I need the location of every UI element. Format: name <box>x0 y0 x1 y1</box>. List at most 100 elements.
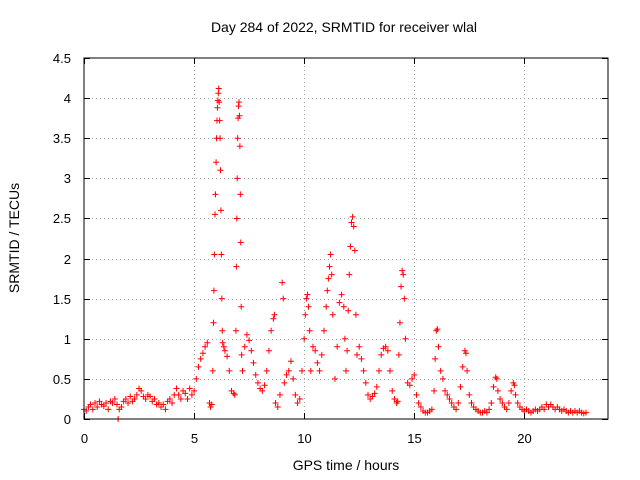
data-point <box>336 299 343 306</box>
data-point <box>94 403 101 410</box>
data-point <box>254 379 261 386</box>
data-point <box>118 403 125 410</box>
data-point <box>316 367 323 374</box>
data-point <box>221 347 228 354</box>
data-point <box>354 351 361 358</box>
data-point <box>490 383 497 390</box>
data-point <box>431 387 438 394</box>
data-point <box>236 112 243 119</box>
data-point <box>220 343 227 350</box>
data-point <box>209 367 216 374</box>
data-point <box>325 275 332 282</box>
data-point <box>292 391 299 398</box>
x-tick-label: 10 <box>297 431 311 446</box>
data-point <box>329 311 336 318</box>
data-point <box>312 347 319 354</box>
data-point <box>324 287 331 294</box>
data-point <box>89 406 96 413</box>
data-point <box>486 406 493 413</box>
data-point <box>437 367 444 374</box>
data-point <box>320 327 327 334</box>
data-point <box>234 135 241 142</box>
data-point <box>252 371 259 378</box>
data-point <box>109 399 116 406</box>
data-point <box>462 350 469 357</box>
data-point <box>384 347 391 354</box>
data-point <box>246 337 253 344</box>
data-point <box>250 359 257 366</box>
data-point <box>439 375 446 382</box>
data-point <box>281 379 288 386</box>
data-point <box>287 358 294 365</box>
data-point <box>345 307 352 314</box>
y-tick-label: 2.5 <box>53 211 71 226</box>
data-point <box>138 387 145 394</box>
data-point <box>347 243 354 250</box>
data-point <box>210 319 217 326</box>
data-point <box>305 303 312 310</box>
data-point <box>210 287 217 294</box>
data-point <box>233 263 240 270</box>
data-point <box>387 367 394 374</box>
data-point <box>307 367 314 374</box>
data-point <box>241 343 248 350</box>
data-point <box>237 239 244 246</box>
data-point <box>356 343 363 350</box>
data-point <box>218 251 225 258</box>
data-point <box>493 375 500 382</box>
data-point <box>216 99 223 106</box>
data-point <box>274 403 281 410</box>
data-point <box>248 347 255 354</box>
data-point <box>219 339 226 346</box>
data-point <box>182 390 189 397</box>
data-point <box>215 85 222 92</box>
data-point <box>389 387 396 394</box>
data-point <box>197 355 204 362</box>
data-point <box>453 406 460 413</box>
data-point <box>235 99 242 106</box>
data-point <box>193 375 200 382</box>
data-point <box>155 399 162 406</box>
data-point <box>334 343 341 350</box>
data-point <box>400 271 407 278</box>
data-point <box>272 399 279 406</box>
y-axis-label: SRMTID / TECUs <box>6 183 22 293</box>
data-point <box>415 399 422 406</box>
data-point <box>303 295 310 302</box>
data-point <box>497 395 504 402</box>
y-axis-tick-labels: 0 0.5 1 1.5 2 2.5 3 3.5 4 4.5 <box>53 51 71 427</box>
data-point <box>298 367 305 374</box>
data-point <box>327 251 334 258</box>
data-point <box>306 327 313 334</box>
data-point <box>188 391 195 398</box>
data-point <box>391 395 398 402</box>
x-axis-label: GPS time / hours <box>293 457 400 473</box>
data-point <box>147 393 154 400</box>
data-point <box>417 403 424 410</box>
data-points <box>81 85 589 422</box>
grid-layer <box>84 58 608 419</box>
data-point <box>103 399 110 406</box>
data-point <box>326 263 333 270</box>
data-point <box>212 211 218 218</box>
data-point <box>169 399 176 406</box>
data-point <box>226 367 233 374</box>
data-point <box>512 391 519 398</box>
data-point <box>263 367 270 374</box>
data-point <box>358 355 365 362</box>
data-point <box>233 215 240 222</box>
data-point <box>349 213 356 220</box>
data-point <box>378 351 385 358</box>
data-point <box>213 159 220 166</box>
data-point <box>239 367 246 374</box>
data-point <box>541 406 548 413</box>
x-tick-label: 0 <box>81 431 88 446</box>
data-point <box>340 303 347 310</box>
data-point <box>371 390 378 397</box>
data-point <box>376 367 383 374</box>
data-point <box>236 143 243 150</box>
data-point <box>328 271 335 278</box>
data-point <box>191 387 198 394</box>
data-point <box>464 367 471 374</box>
data-point <box>343 367 349 374</box>
